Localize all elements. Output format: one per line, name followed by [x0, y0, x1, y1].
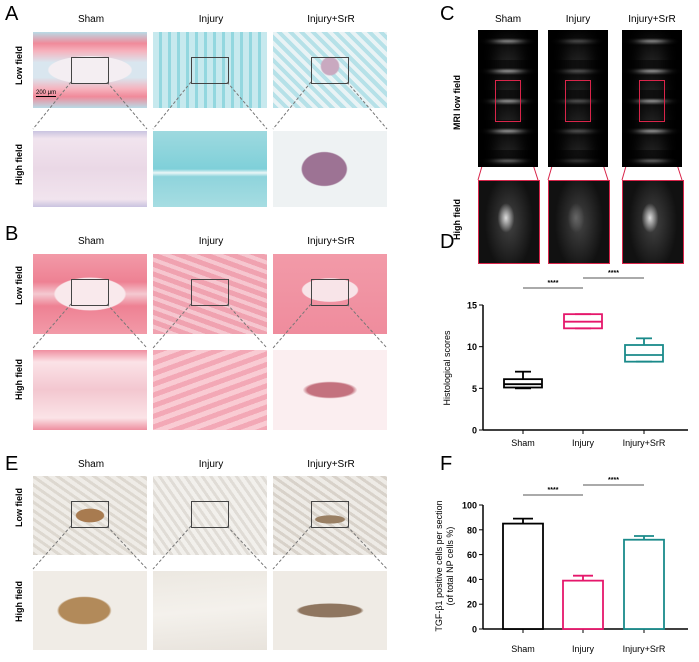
- high-field-image: [33, 131, 147, 207]
- zoom-guide-line: [272, 525, 312, 570]
- zoom-region-box: [311, 57, 349, 84]
- bar: [502, 522, 544, 630]
- column-title: Injury: [198, 236, 224, 247]
- low-field-image: [33, 32, 147, 108]
- zoom-guide-line: [32, 525, 72, 570]
- column-title: Injury+SrR: [628, 14, 676, 25]
- scale-bar: 200 μm: [36, 90, 57, 97]
- column-title: Sham: [494, 14, 522, 25]
- zoom-region-box: [191, 279, 229, 306]
- y-tick-label: 80: [467, 525, 477, 535]
- significance-label: ****: [548, 280, 559, 287]
- y-tick-label: 15: [467, 301, 477, 311]
- bar-injury-srr: [623, 535, 665, 630]
- low-field-image: [153, 254, 267, 334]
- high-field-image: [33, 350, 147, 430]
- zoom-region-box: [495, 80, 521, 122]
- zoom-guide-line: [226, 81, 268, 130]
- panel-label-C: C: [440, 3, 455, 25]
- high-field-image: [273, 131, 387, 207]
- zoom-guide-line: [106, 81, 148, 130]
- y-tick-label: 0: [472, 625, 477, 635]
- mri-low-field-image: [478, 30, 538, 167]
- low-field-image: [33, 254, 147, 334]
- zoom-guide-line: [152, 81, 192, 130]
- x-tick-label: Injury: [572, 438, 595, 448]
- y-axis-label: TGF-β1 positive cells per section: [434, 500, 444, 631]
- y-tick-label: 5: [472, 384, 477, 394]
- panel-label-D: D: [440, 231, 454, 253]
- zoom-region-box: [71, 57, 109, 84]
- low-field-image: [153, 32, 267, 108]
- x-tick-label: Injury+SrR: [623, 438, 666, 448]
- box-injury: [563, 313, 603, 330]
- mri-high-field-image: [478, 180, 540, 264]
- y-tick-label: 100: [462, 501, 477, 511]
- box-sham: [503, 370, 543, 390]
- high-field-image: [153, 571, 267, 650]
- y-axis-label: Histological scores: [442, 330, 452, 406]
- zoom-region-box: [311, 279, 349, 306]
- box-iqr: [624, 344, 664, 363]
- mri-low-field-image: [548, 30, 608, 167]
- high-field-image: [273, 571, 387, 650]
- x-tick-label: Injury: [572, 644, 595, 654]
- panel-label-E: E: [5, 453, 19, 475]
- x-tick-label: Sham: [511, 438, 535, 448]
- significance-label: ****: [608, 477, 619, 484]
- low-field-image: [273, 32, 387, 108]
- high-field-image: [153, 131, 267, 207]
- x-tick-label: Sham: [511, 644, 535, 654]
- y-tick-label: 60: [467, 550, 477, 560]
- significance-label: ****: [608, 270, 619, 277]
- y-tick-label: 40: [467, 575, 477, 585]
- column-title: Injury: [198, 459, 224, 470]
- y-tick-label: 10: [467, 342, 477, 352]
- mri-high-field-image: [548, 180, 610, 264]
- panel-label-A: A: [5, 3, 19, 25]
- column-title: Sham: [77, 236, 105, 247]
- bar-injury: [562, 574, 604, 630]
- zoom-guide-line: [152, 525, 192, 570]
- column-title: Injury+SrR: [307, 236, 355, 247]
- low-field-image: [273, 476, 387, 555]
- high-field-image: [273, 350, 387, 430]
- zoom-region-box: [565, 80, 591, 122]
- y-axis-label: (of total NP cells %): [445, 527, 455, 606]
- column-title: Injury+SrR: [307, 14, 355, 25]
- zoom-region-box: [71, 279, 109, 306]
- bar-sham: [502, 517, 544, 630]
- high-field-image: [33, 571, 147, 650]
- zoom-region-box: [311, 501, 349, 528]
- zoom-region-box: [191, 501, 229, 528]
- column-title: Injury+SrR: [307, 459, 355, 470]
- y-tick-label: 20: [467, 600, 477, 610]
- panel-label-B: B: [5, 223, 19, 245]
- column-title: Sham: [77, 459, 105, 470]
- low-field-image: [153, 476, 267, 555]
- mri-high-field-image: [622, 180, 684, 264]
- panel-label-F: F: [440, 453, 452, 475]
- column-title: Injury: [565, 14, 591, 25]
- column-title: Sham: [77, 14, 105, 25]
- zoom-region-box: [71, 501, 109, 528]
- significance-label: ****: [548, 487, 559, 494]
- zoom-guide-line: [346, 81, 388, 130]
- high-field-image: [153, 350, 267, 430]
- x-tick-label: Injury+SrR: [623, 644, 666, 654]
- column-title: Injury: [198, 14, 224, 25]
- bar: [623, 538, 665, 630]
- zoom-guide-line: [32, 81, 72, 130]
- low-field-image: [273, 254, 387, 334]
- low-field-image: [33, 476, 147, 555]
- mri-low-field-image: [622, 30, 682, 167]
- y-tick-label: 0: [472, 426, 477, 436]
- zoom-region-box: [639, 80, 665, 122]
- box-injury-srr: [624, 337, 664, 363]
- zoom-region-box: [191, 57, 229, 84]
- zoom-guide-line: [272, 81, 312, 130]
- bar: [562, 579, 604, 630]
